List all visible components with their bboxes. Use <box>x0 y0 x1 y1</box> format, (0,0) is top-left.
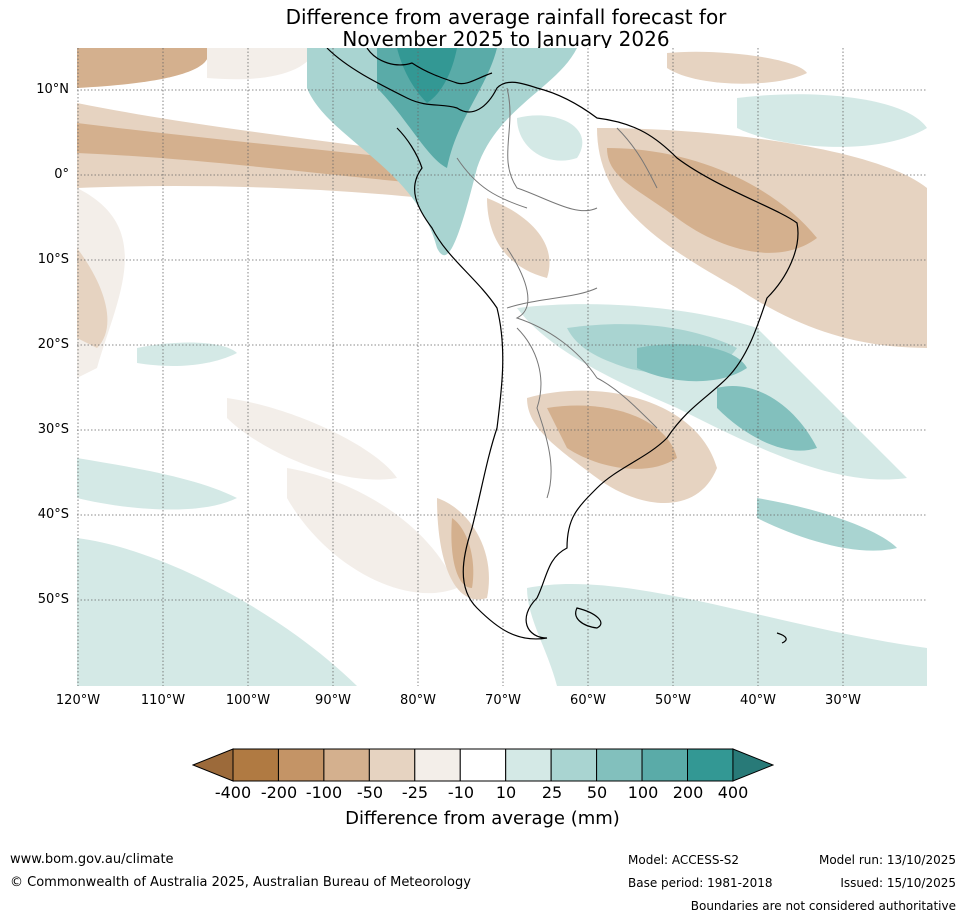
lon-label-40w: 40°W <box>740 693 776 708</box>
lat-label-0: 0° <box>54 167 69 182</box>
colorbar-segment <box>459 748 507 782</box>
colorbar-segment <box>687 748 734 782</box>
lat-label-50s: 50°S <box>37 592 69 607</box>
lon-label-100w: 100°W <box>225 693 271 708</box>
lon-label-70w: 70°W <box>485 693 521 708</box>
lat-label-40s: 40°S <box>37 507 69 522</box>
lat-label-10n: 10°N <box>36 82 69 97</box>
colorbar-label: 200 <box>672 783 704 802</box>
lon-label-60w: 60°W <box>570 693 606 708</box>
website-link[interactable]: www.bom.gov.au/climate <box>10 852 174 867</box>
disclaimer-text: Boundaries are not considered authoritat… <box>690 899 956 913</box>
colorbar-label: -25 <box>401 783 429 802</box>
colorbar-segment <box>277 748 325 782</box>
rainfall-map <box>77 48 927 686</box>
lon-label-80w: 80°W <box>400 693 436 708</box>
colorbar <box>192 748 774 782</box>
colorbar-label: -10 <box>447 783 475 802</box>
model-run-text: Model run: 13/10/2025 <box>818 853 956 867</box>
lat-label-20s: 20°S <box>37 337 69 352</box>
map-title-line2: November 2025 to January 2026 <box>342 27 670 51</box>
lon-label-90w: 90°W <box>315 693 351 708</box>
colorbar-label: 25 <box>541 783 563 802</box>
lat-label-10s: 10°S <box>37 252 69 267</box>
lon-label-120w: 120°W <box>55 693 101 708</box>
lon-label-50w: 50°W <box>655 693 691 708</box>
colorbar-segment <box>323 748 370 782</box>
colorbar-label: 10 <box>495 783 517 802</box>
colorbar-label: 50 <box>586 783 608 802</box>
colorbar-segment <box>414 748 461 782</box>
colorbar-segment <box>550 748 598 782</box>
colorbar-segment <box>505 748 552 782</box>
colorbar-segment <box>368 748 416 782</box>
colorbar-segment <box>232 748 279 782</box>
colorbar-label: -400 <box>214 783 252 802</box>
colorbar-segments <box>192 748 774 782</box>
colorbar-extend-high <box>732 748 774 782</box>
colorbar-segment <box>596 748 643 782</box>
lon-label-30w: 30°W <box>825 693 861 708</box>
coastlines <box>326 48 799 644</box>
colorbar-title: Difference from average (mm) <box>345 808 620 829</box>
colorbar-label: 400 <box>717 783 749 802</box>
base-period-text: Base period: 1981-2018 <box>628 876 773 890</box>
lat-label-30s: 30°S <box>37 422 69 437</box>
colorbar-label: -200 <box>260 783 298 802</box>
copyright-text: © Commonwealth of Australia 2025, Austra… <box>10 875 471 890</box>
issued-text: Issued: 15/10/2025 <box>840 876 956 890</box>
colorbar-label: 100 <box>627 783 659 802</box>
colorbar-label: -100 <box>305 783 343 802</box>
model-text: Model: ACCESS-S2 <box>628 853 740 867</box>
colorbar-segment <box>641 748 688 782</box>
colorbar-label: -50 <box>356 783 384 802</box>
lon-label-110w: 110°W <box>140 693 186 708</box>
country-borders <box>456 87 658 499</box>
map-title-line1: Difference from average rainfall forecas… <box>285 5 727 29</box>
colorbar-extend-low <box>192 748 234 782</box>
